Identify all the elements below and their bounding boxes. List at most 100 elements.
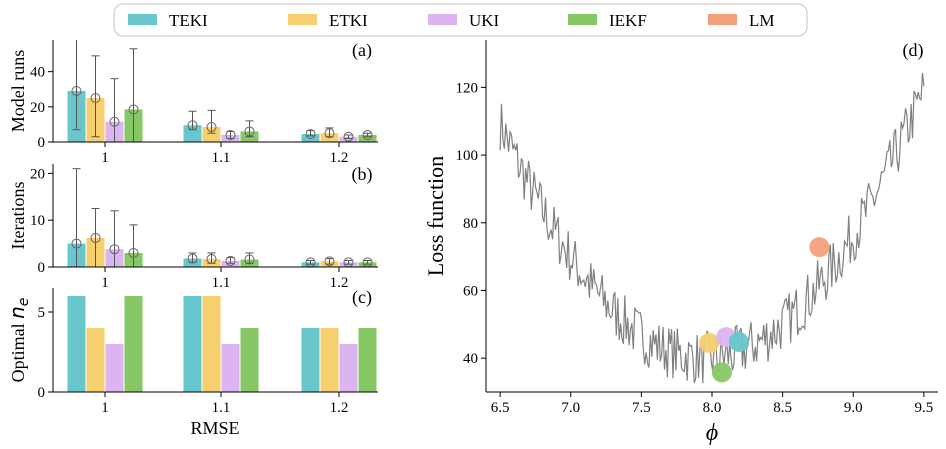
y-axis-label-sub: e — [16, 298, 32, 307]
errorbar-mean-marker — [225, 129, 236, 140]
x-tick-label: 8.5 — [773, 400, 792, 416]
panel-label-a: (a) — [352, 40, 372, 61]
bar-c-teki-0 — [67, 296, 86, 392]
errorbar-a-uki-0 — [109, 78, 120, 142]
x-tick-label: 7.0 — [561, 400, 580, 416]
errorbar-mean-marker — [225, 255, 236, 266]
errorbar-a-teki-2 — [305, 129, 316, 140]
errorbar-mean-marker — [187, 253, 198, 264]
panel-d: 40 60 80 100 120 6.5 7.0 7.5 8.0 8.5 9.0 9.5 (d) Loss… — [423, 40, 938, 446]
bar-a-teki-2 — [301, 134, 320, 142]
errorbar-mean-marker — [324, 256, 335, 267]
legend-label-lm: LM — [749, 11, 775, 30]
x-tick-label: 1.2 — [330, 150, 349, 166]
bar-c-teki-1 — [183, 296, 202, 392]
errorbar-mean-marker — [206, 122, 217, 133]
legend-entry-teki: TEKI — [128, 11, 208, 30]
errorbar-b-iekf-0 — [128, 224, 139, 267]
x-axis-label: ϕ — [706, 420, 718, 446]
y-tick-label: 60 — [463, 283, 478, 299]
y-tick-label: 20 — [30, 100, 45, 116]
errorbar-a-etki-2 — [324, 127, 335, 139]
y-tick-label: 10 — [30, 213, 45, 229]
bar-c-uki-1 — [221, 344, 240, 392]
errorbar-a-etki-0 — [90, 55, 101, 138]
errorbar-mean-marker — [244, 126, 255, 137]
errorbar-mean-marker — [206, 254, 217, 265]
y-axis-label-text: Optimal — [8, 319, 28, 383]
errorbar-a-iekf-2 — [362, 129, 373, 140]
x-tick-label: 1.1 — [212, 275, 231, 291]
errorbar-mean-marker — [90, 232, 101, 243]
errorbar-mean-marker — [324, 128, 335, 139]
errorbar-b-teki-1 — [187, 252, 198, 264]
errorbar-b-etki-2 — [324, 256, 335, 267]
x-tick-label: 1.1 — [212, 150, 231, 166]
errorbar-mean-marker — [71, 238, 82, 249]
marker-etki — [699, 332, 720, 353]
legend-label-iekf: IEKF — [609, 11, 647, 30]
y-tick-label: 80 — [463, 216, 478, 232]
y-tick-label: 40 — [30, 65, 45, 81]
bar-b-uki-1 — [221, 260, 240, 267]
bar-c-iekf-1 — [240, 328, 259, 392]
legend-swatch-teki — [128, 14, 157, 25]
x-tick-label: 1.1 — [212, 400, 231, 416]
panel-label-b: (b) — [352, 164, 373, 185]
errorbar-a-teki-1 — [187, 110, 198, 131]
bar-c-iekf-0 — [124, 296, 143, 392]
legend-swatch-iekf — [568, 14, 597, 25]
errorbar-a-uki-2 — [343, 131, 354, 142]
x-tick-label: 6.5 — [491, 400, 510, 416]
errorbar-mean-marker — [109, 116, 120, 127]
errorbar-mean-marker — [109, 244, 120, 255]
errorbar-b-teki-0 — [71, 168, 82, 267]
bar-c-etki-2 — [320, 328, 339, 392]
y-tick-label: 0 — [38, 135, 46, 151]
x-tick-label: 1.2 — [330, 275, 349, 291]
errorbar-a-iekf-1 — [244, 120, 255, 138]
y-axis-label: Loss function — [423, 156, 448, 276]
y-tick-label: 120 — [456, 80, 479, 96]
bar-a-etki-1 — [202, 127, 221, 142]
x-tick-label: 1.2 — [330, 400, 349, 416]
errorbar-a-uki-1 — [225, 129, 236, 140]
legend: TEKI ETKI UKI IEKF LM — [113, 3, 808, 37]
legend-entry-etki: ETKI — [288, 11, 368, 30]
legend-swatch-uki — [428, 14, 457, 25]
errorbar-b-uki-0 — [109, 210, 120, 267]
errorbar-a-etki-1 — [206, 109, 217, 134]
errorbar-mean-marker — [305, 129, 316, 140]
errorbar-b-iekf-1 — [244, 252, 255, 265]
x-tick-label: 1 — [101, 150, 109, 166]
bar-a-uki-2 — [339, 136, 358, 142]
y-axis-label: Iterations — [8, 182, 28, 250]
errorbar-mean-marker — [343, 131, 354, 142]
legend-swatch-etki — [288, 14, 317, 25]
legend-label-etki: ETKI — [329, 11, 368, 30]
bar-c-uki-2 — [339, 344, 358, 392]
x-tick-label: 1 — [101, 275, 109, 291]
errorbar-b-etki-0 — [90, 207, 101, 267]
errorbar-b-uki-1 — [225, 255, 236, 266]
x-tick-label: 1 — [101, 400, 109, 416]
errorbar-mean-marker — [244, 254, 255, 265]
errorbar-mean-marker — [128, 247, 139, 258]
x-tick-label: 8.0 — [703, 400, 722, 416]
panel-b: 0 10 20 1 1.1 1.2 (b) Iterations — [8, 164, 378, 291]
legend-entry-lm: LM — [708, 11, 775, 30]
legend-frame — [113, 3, 808, 37]
legend-label-teki: TEKI — [169, 11, 208, 30]
y-axis-label: Optimal ne — [5, 298, 32, 383]
errorbar-b-etki-1 — [206, 252, 217, 265]
y-tick-label: 20 — [30, 166, 45, 182]
bar-c-etki-0 — [86, 328, 105, 392]
errorbar-mean-marker — [187, 120, 198, 131]
bar-a-teki-1 — [183, 125, 202, 142]
errorbar-mean-marker — [90, 93, 101, 104]
y-axis-label: Model runs — [8, 50, 28, 133]
x-tick-label: 7.5 — [632, 400, 651, 416]
x-tick-label: 9.0 — [844, 400, 863, 416]
x-axis-label: RMSE — [190, 418, 239, 438]
